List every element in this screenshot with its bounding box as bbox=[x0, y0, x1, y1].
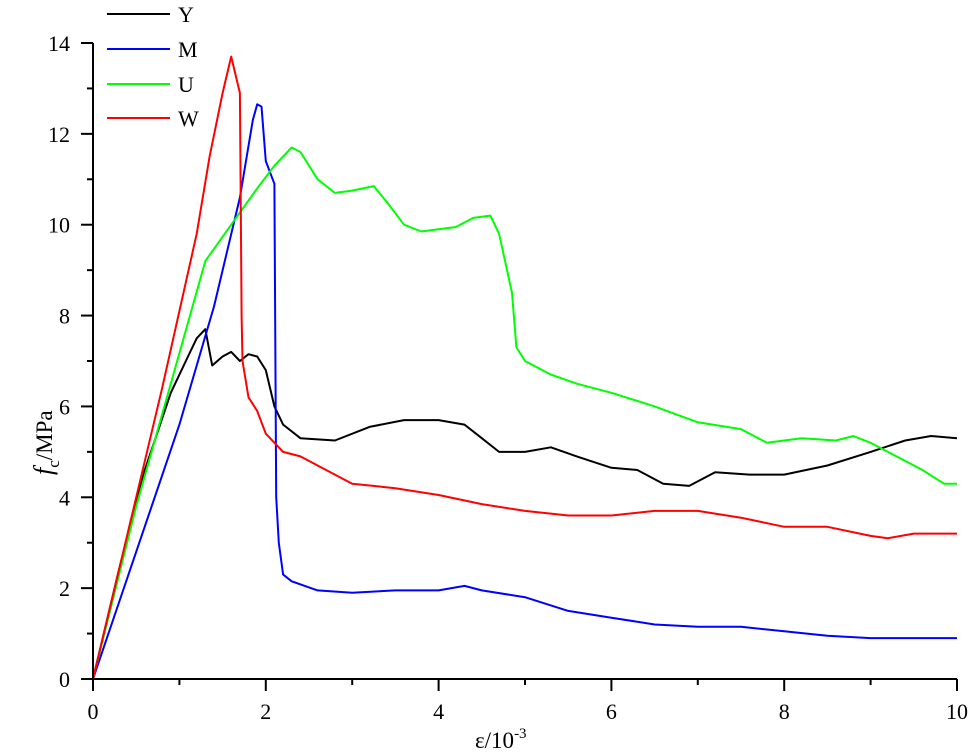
legend-item-u: U bbox=[107, 72, 194, 97]
x-tick-label: 0 bbox=[88, 699, 99, 724]
y-tick-label: 8 bbox=[59, 304, 70, 329]
series-line-y bbox=[92, 328, 958, 680]
x-axis-title: ε/10-3 bbox=[475, 726, 527, 753]
legend-item-y: Y bbox=[107, 2, 194, 27]
series-line-w bbox=[92, 55, 957, 680]
series-line-m bbox=[92, 103, 957, 680]
y-tick-label: 0 bbox=[59, 667, 70, 692]
y-tick-label: 2 bbox=[59, 576, 70, 601]
x-tick-label: 2 bbox=[260, 699, 271, 724]
legend-item-m: M bbox=[107, 37, 198, 62]
x-tick-label: 4 bbox=[433, 699, 444, 724]
y-tick-label: 4 bbox=[59, 485, 70, 510]
y-tick-label: 12 bbox=[48, 122, 70, 147]
series-line-u bbox=[92, 146, 957, 680]
y-tick-label: 6 bbox=[59, 394, 70, 419]
legend-label: U bbox=[178, 72, 194, 97]
x-tick-label: 8 bbox=[779, 699, 790, 724]
plot-lines bbox=[92, 55, 958, 680]
legend-label: Y bbox=[178, 2, 194, 27]
axes: 0 2 4 6 8 10 0 2 4 6 8 10 12 14 ε/10-3 fc/MPa bbox=[29, 31, 968, 753]
legend-label: W bbox=[178, 106, 199, 131]
y-axis-title: fc/MPa bbox=[29, 410, 63, 475]
y-tick-label: 14 bbox=[48, 31, 70, 56]
x-tick-label: 10 bbox=[946, 699, 968, 724]
legend-item-w: W bbox=[107, 106, 199, 131]
x-tick-label: 6 bbox=[606, 699, 617, 724]
legend-label: M bbox=[178, 37, 198, 62]
y-tick-label: 10 bbox=[48, 213, 70, 238]
